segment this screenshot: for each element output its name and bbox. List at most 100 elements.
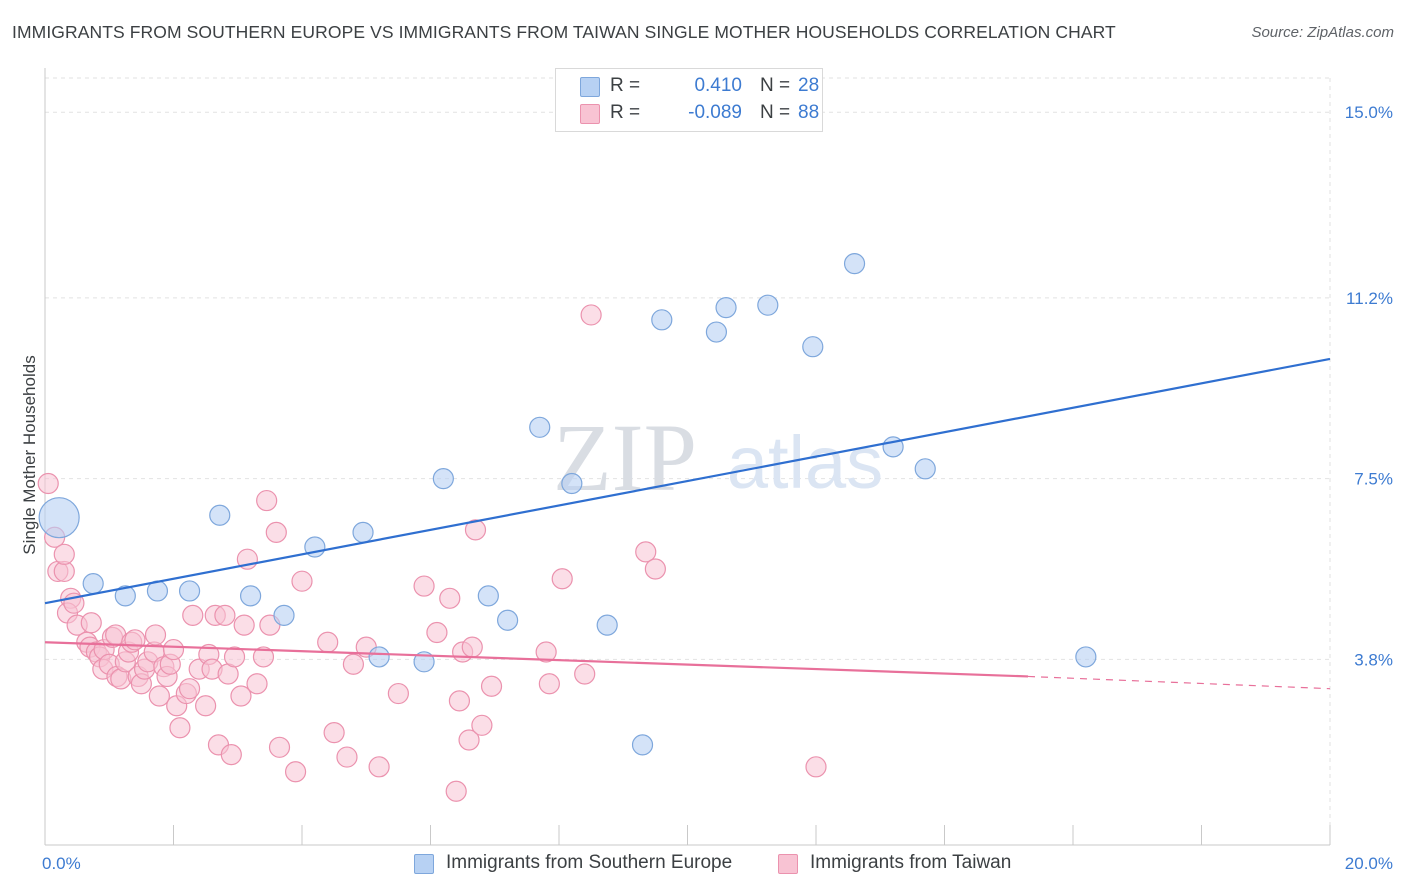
southern-europe-point	[178, 580, 201, 602]
southern-europe-point	[757, 294, 779, 316]
southern-europe-point	[914, 458, 936, 480]
southern-europe-point	[114, 585, 136, 607]
southern-europe-point	[477, 585, 499, 607]
r-label: R =	[610, 102, 641, 123]
trend-lines	[44, 357, 1331, 690]
taiwan-point	[538, 673, 560, 695]
taiwan-point	[162, 638, 185, 661]
southern-europe-point	[413, 651, 435, 673]
taiwan-point	[223, 646, 246, 668]
r-value: -0.089	[688, 102, 742, 123]
taiwan-point	[148, 685, 170, 707]
legend-label: Immigrants from Taiwan	[810, 852, 1012, 873]
taiwan-points	[37, 304, 827, 802]
taiwan-point	[448, 690, 471, 712]
taiwan-point	[182, 604, 204, 626]
taiwan-point	[256, 489, 278, 512]
taiwan-point	[551, 568, 573, 590]
taiwan-point	[230, 685, 252, 707]
taiwan-point	[458, 729, 480, 751]
southern-europe-point	[596, 614, 618, 636]
taiwan-point	[323, 722, 345, 744]
taiwan-point	[413, 575, 435, 597]
southern-europe-point	[1075, 646, 1097, 668]
taiwan-point	[471, 714, 493, 736]
pink-swatch	[580, 104, 600, 124]
taiwan-point	[342, 653, 364, 675]
taiwan-point	[124, 629, 146, 651]
southern-europe-point	[209, 504, 231, 526]
taiwan-point	[635, 541, 657, 563]
x-tick-label: 20.0%	[1345, 854, 1393, 873]
taiwan-point	[426, 621, 448, 644]
y-tick-label: 7.5%	[1354, 470, 1393, 489]
taiwan-point	[291, 570, 313, 592]
taiwan-point	[805, 756, 827, 778]
taiwan-point	[535, 641, 557, 663]
taiwan-trend-line-dashed	[1028, 675, 1331, 690]
source-label: Source: ZipAtlas.com	[1251, 24, 1394, 41]
x-tick-label: 0.0%	[42, 854, 81, 873]
southern-europe-point	[705, 321, 728, 343]
taiwan-point	[268, 736, 291, 758]
southern-europe-point	[82, 573, 104, 595]
taiwan-point	[439, 587, 461, 609]
watermark: ZIP atlas	[553, 404, 883, 511]
southern-europe-point	[843, 253, 866, 275]
taiwan-point	[368, 756, 390, 778]
taiwan-point	[169, 717, 191, 739]
taiwan-point	[445, 780, 467, 802]
taiwan-point	[144, 624, 167, 646]
y-tick-label: 11.2%	[1346, 289, 1393, 308]
watermark-atlas: atlas	[727, 421, 883, 504]
taiwan-point	[80, 612, 102, 634]
r-label: R =	[610, 75, 641, 96]
southern-europe-point	[715, 297, 737, 319]
y-tick-label: 3.8%	[1354, 650, 1393, 669]
taiwan-point	[284, 761, 307, 783]
blue-swatch	[580, 77, 600, 97]
n-label: N =	[760, 102, 791, 123]
watermark-zip: ZIP	[553, 404, 697, 511]
southern-europe-trend-line	[44, 357, 1331, 605]
taiwan-point	[336, 746, 358, 768]
blue-swatch	[414, 854, 434, 874]
taiwan-point	[37, 472, 59, 495]
taiwan-point	[246, 673, 268, 695]
taiwan-point	[252, 646, 275, 668]
y-tick-label: 15.0%	[1345, 103, 1393, 122]
southern-europe-point	[38, 497, 80, 539]
taiwan-point	[317, 631, 339, 653]
southern-europe-point	[529, 416, 551, 438]
taiwan-point	[195, 695, 217, 717]
axes	[44, 68, 1331, 846]
taiwan-point	[574, 663, 596, 685]
southern-europe-point	[561, 472, 583, 495]
n-value: 28	[798, 75, 820, 96]
taiwan-point	[580, 304, 602, 326]
taiwan-point	[464, 519, 487, 541]
n-value: 88	[798, 102, 820, 123]
southern-europe-point	[368, 646, 390, 668]
n-label: N =	[760, 75, 791, 96]
taiwan-point	[220, 744, 242, 766]
taiwan-point	[178, 678, 201, 700]
pink-swatch	[778, 854, 798, 874]
southern-europe-point	[497, 609, 519, 631]
taiwan-point	[265, 521, 287, 543]
southern-europe-point	[352, 521, 374, 543]
legend-label: Immigrants from Southern Europe	[446, 852, 733, 873]
southern-europe-point	[273, 604, 295, 626]
taiwan-trend-line	[44, 641, 1029, 678]
correlation-legend: R = 0.410 N = 28 R = -0.089 N = 88	[555, 68, 823, 132]
taiwan-point	[214, 604, 236, 626]
southern-europe-point	[651, 309, 673, 331]
taiwan-point	[480, 675, 503, 697]
southern-europe-point	[802, 336, 824, 358]
taiwan-point	[387, 682, 409, 705]
chart-title: IMMIGRANTS FROM SOUTHERN EUROPE VS IMMIG…	[12, 22, 1116, 42]
r-value: 0.410	[694, 75, 742, 96]
taiwan-point	[644, 558, 666, 580]
southern-europe-point	[432, 467, 454, 490]
